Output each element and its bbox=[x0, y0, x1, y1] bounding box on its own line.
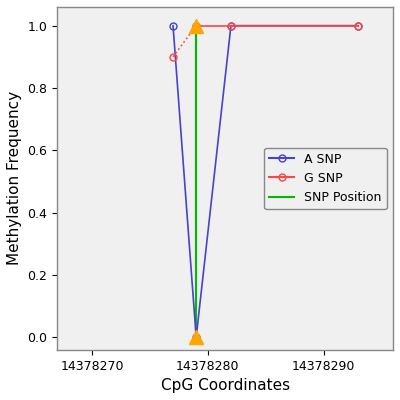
X-axis label: CpG Coordinates: CpG Coordinates bbox=[160, 378, 290, 393]
Legend: A SNP, G SNP, SNP Position: A SNP, G SNP, SNP Position bbox=[264, 148, 387, 209]
Y-axis label: Methylation Frequency: Methylation Frequency bbox=[7, 91, 22, 266]
